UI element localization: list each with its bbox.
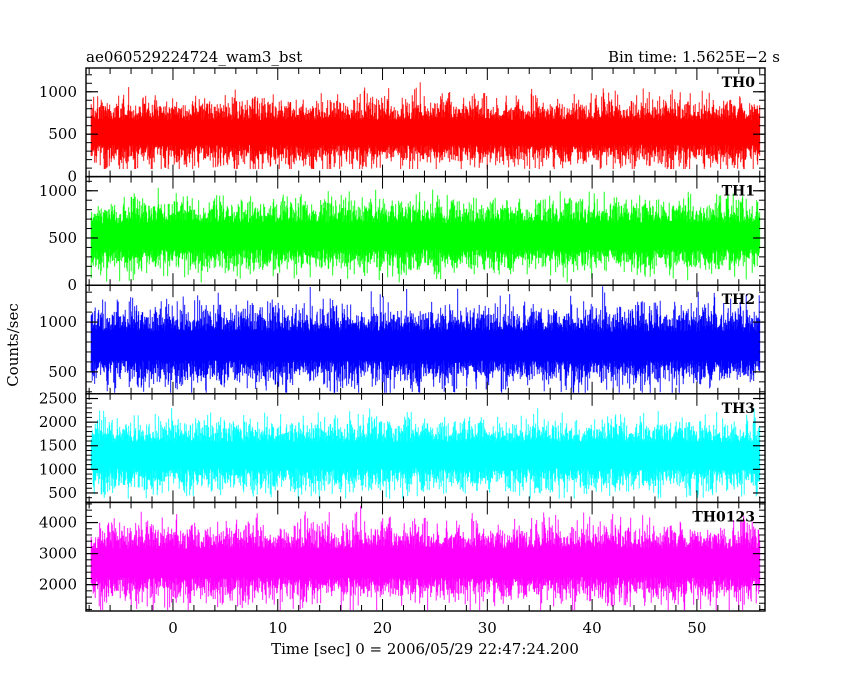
y-tick-label: 500 <box>48 229 77 247</box>
x-tick-label: 0 <box>168 619 178 637</box>
x-tick-label: 50 <box>687 619 706 637</box>
panel-th1: 0 500 1000 TH1 <box>39 175 766 294</box>
series-label-th3: TH3 <box>722 401 755 417</box>
panel-frame <box>85 501 766 612</box>
panel-th2: 500 1000 TH2 <box>39 284 766 395</box>
panel-th0: 0 500 1000 TH0 <box>39 67 766 186</box>
y-tick-label: 1000 <box>39 83 77 101</box>
x-tick-label: 20 <box>373 619 392 637</box>
series-band-th3 <box>91 444 760 466</box>
x-tick-label: 40 <box>583 619 602 637</box>
y-tick-label: 500 <box>48 363 77 381</box>
chart-title: ae060529224724_wam3_bst <box>86 48 302 66</box>
series-band-th0 <box>91 122 760 143</box>
y-tick-label: 0 <box>67 168 77 186</box>
y-tick-label: 1000 <box>39 313 77 331</box>
series-band-th1 <box>91 225 760 247</box>
y-tick-label: 1000 <box>39 182 77 200</box>
panel-th3: 500 1000 1500 2000 2500 TH3 <box>39 390 766 504</box>
series-label-th1: TH1 <box>722 184 755 200</box>
bin-time-label: Bin time: 1.5625E−2 s <box>608 48 780 66</box>
y-tick-label: 1000 <box>39 460 77 478</box>
y-tick-label: 2000 <box>39 413 77 431</box>
y-tick-label: 3000 <box>39 545 77 563</box>
y-tick-label: 2500 <box>39 390 77 408</box>
y-tick-label: 500 <box>48 125 77 143</box>
y-tick-label: 2000 <box>39 576 77 594</box>
series-band-th0123 <box>91 551 760 575</box>
x-axis-label: Time [sec] 0 = 2006/05/29 22:47:24.200 <box>271 640 579 658</box>
x-tick-label: 10 <box>268 619 287 637</box>
y-tick-label: 500 <box>48 484 77 502</box>
x-tick-label: 30 <box>478 619 497 637</box>
y-tick-label: 0 <box>67 276 77 294</box>
panel-th0123: 2000 3000 4000 TH0123 <box>39 501 766 612</box>
y-tick-label: 4000 <box>39 514 77 532</box>
series-label-th0123: TH0123 <box>692 509 755 525</box>
series-label-th2: TH2 <box>722 292 755 308</box>
series-label-th0: TH0 <box>722 75 756 91</box>
series-band-th2 <box>91 334 760 358</box>
y-axis-label: Counts/sec <box>4 303 22 387</box>
y-tick-label: 1500 <box>39 437 77 455</box>
